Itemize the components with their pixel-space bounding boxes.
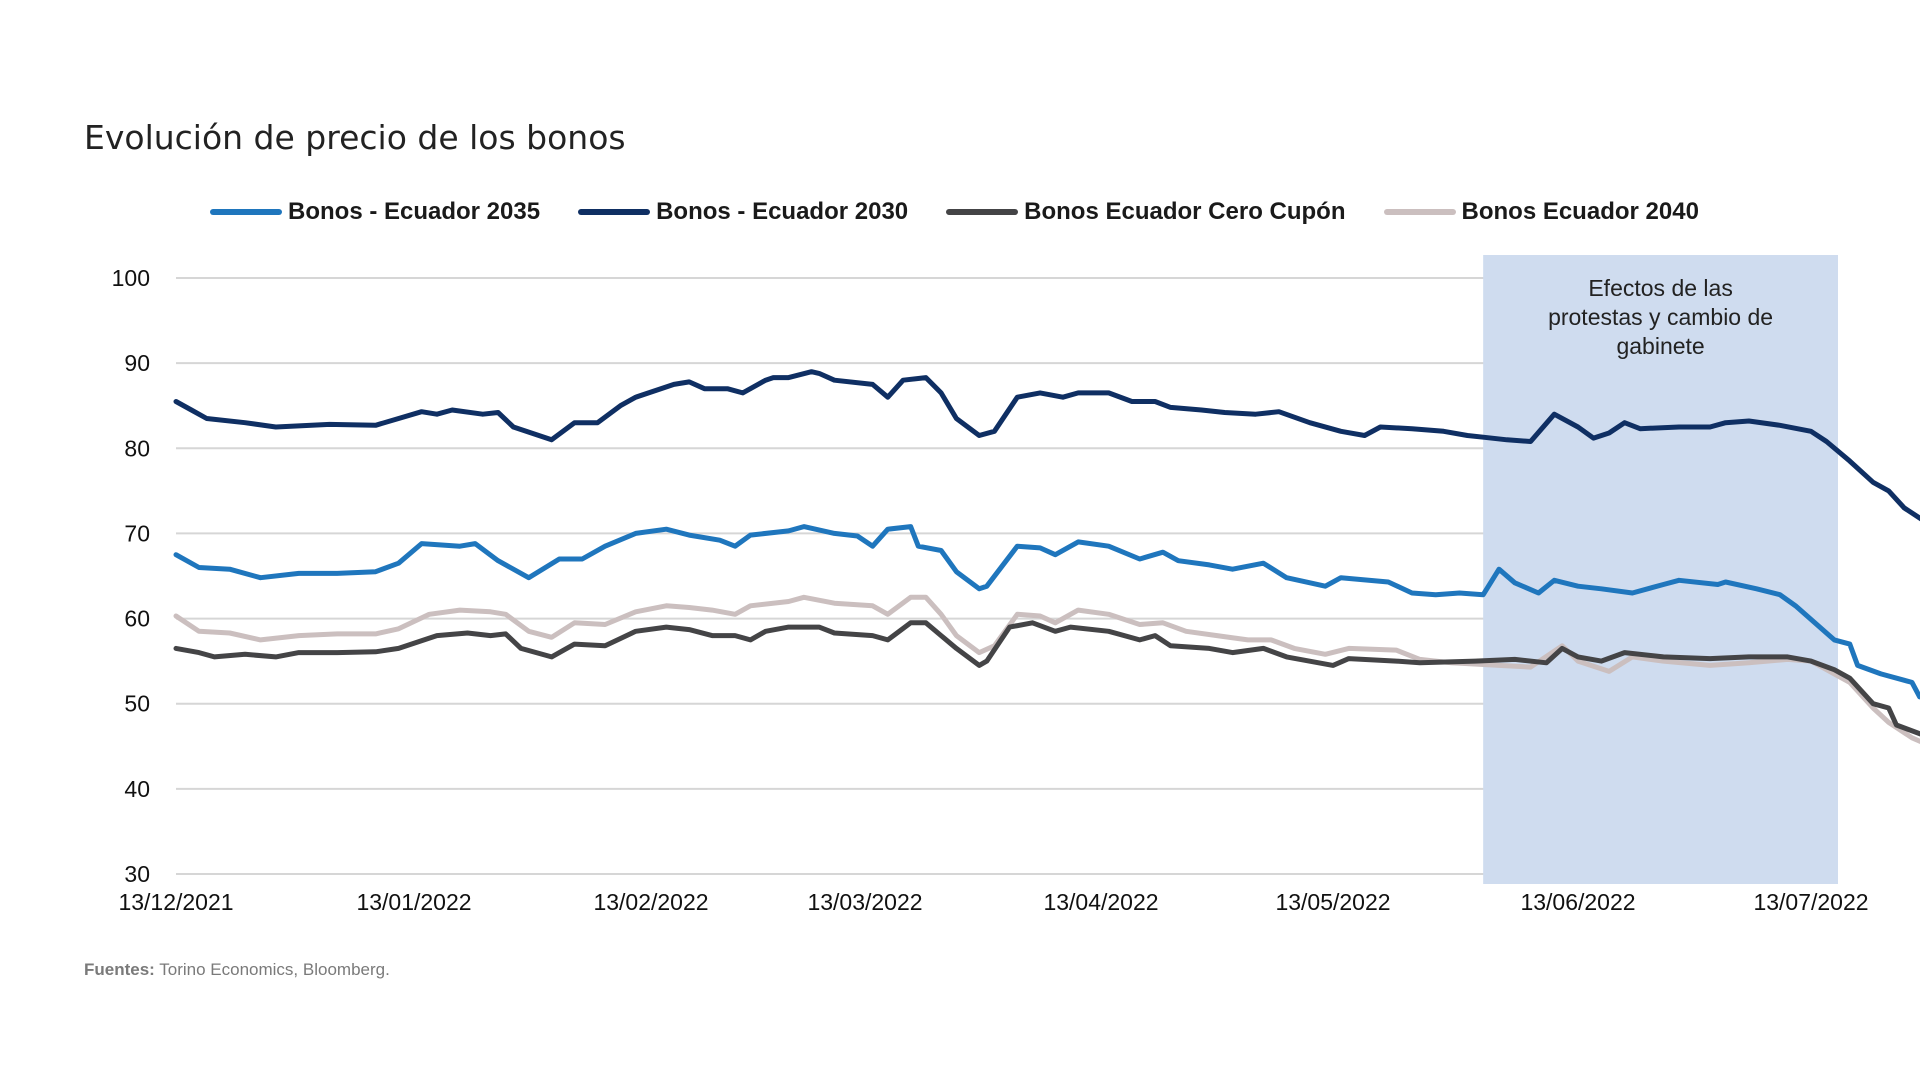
y-tick-label: 100 [112,265,150,291]
source-text: Torino Economics, Bloomberg. [159,960,390,979]
x-tick-label: 13/06/2022 [1520,889,1635,915]
legend-label: Bonos - Ecuador 2035 [288,198,541,225]
legend-item: Bonos - Ecuador 2030 [578,198,908,226]
y-tick-label: 60 [124,606,150,632]
y-axis: 30 40 50 60 70 80 90 100 [112,265,150,887]
x-axis: 13/12/2021 13/01/2022 13/02/2022 13/03/2022… [118,889,1868,915]
x-tick-label: 13/12/2021 [118,889,233,915]
y-tick-label: 90 [124,350,150,376]
x-tick-label: 13/07/2022 [1753,889,1868,915]
source-note: Fuentes: Torino Economics, Bloomberg. [84,960,390,980]
y-tick-label: 70 [124,520,150,546]
legend: Bonos - Ecuador 2035 Bonos - Ecuador 2030… [210,198,1737,226]
x-tick-label: 13/03/2022 [807,889,922,915]
legend-item: Bonos Ecuador Cero Cupón [946,198,1346,226]
series-line-3 [173,594,1920,745]
legend-swatch [946,209,1019,215]
series-line-2 [173,620,1920,737]
legend-item: Bonos Ecuador 2040 [1383,198,1699,226]
source-label: Fuentes: [84,960,155,979]
series-lines [173,369,1920,745]
series-line-0 [173,524,1920,700]
y-tick-label: 80 [124,435,150,461]
annotation-line: protestas y cambio de [1548,304,1773,330]
x-tick-label: 13/02/2022 [593,889,708,915]
annotation-line: Efectos de las [1588,275,1732,301]
series-line-1 [173,369,1920,522]
legend-swatch [210,209,282,215]
annotation-text: Efectos de las protestas y cambio de gabin… [1548,275,1773,359]
x-tick-label: 13/01/2022 [356,889,471,915]
legend-item: Bonos - Ecuador 2035 [210,198,540,226]
annotation-line: gabinete [1616,333,1704,359]
legend-swatch [578,209,651,215]
legend-label: Bonos Ecuador 2040 [1461,198,1699,225]
y-tick-label: 40 [124,776,150,802]
x-tick-label: 13/05/2022 [1275,889,1390,915]
chart-title: Evolución de precio de los bonos [84,118,626,157]
legend-label: Bonos - Ecuador 2030 [656,198,909,225]
y-tick-label: 50 [124,691,150,717]
x-tick-label: 13/04/2022 [1043,889,1158,915]
annotation-band [1483,255,1838,884]
legend-label: Bonos Ecuador Cero Cupón [1024,198,1346,225]
legend-swatch [1383,209,1456,215]
y-tick-label: 30 [124,861,150,887]
